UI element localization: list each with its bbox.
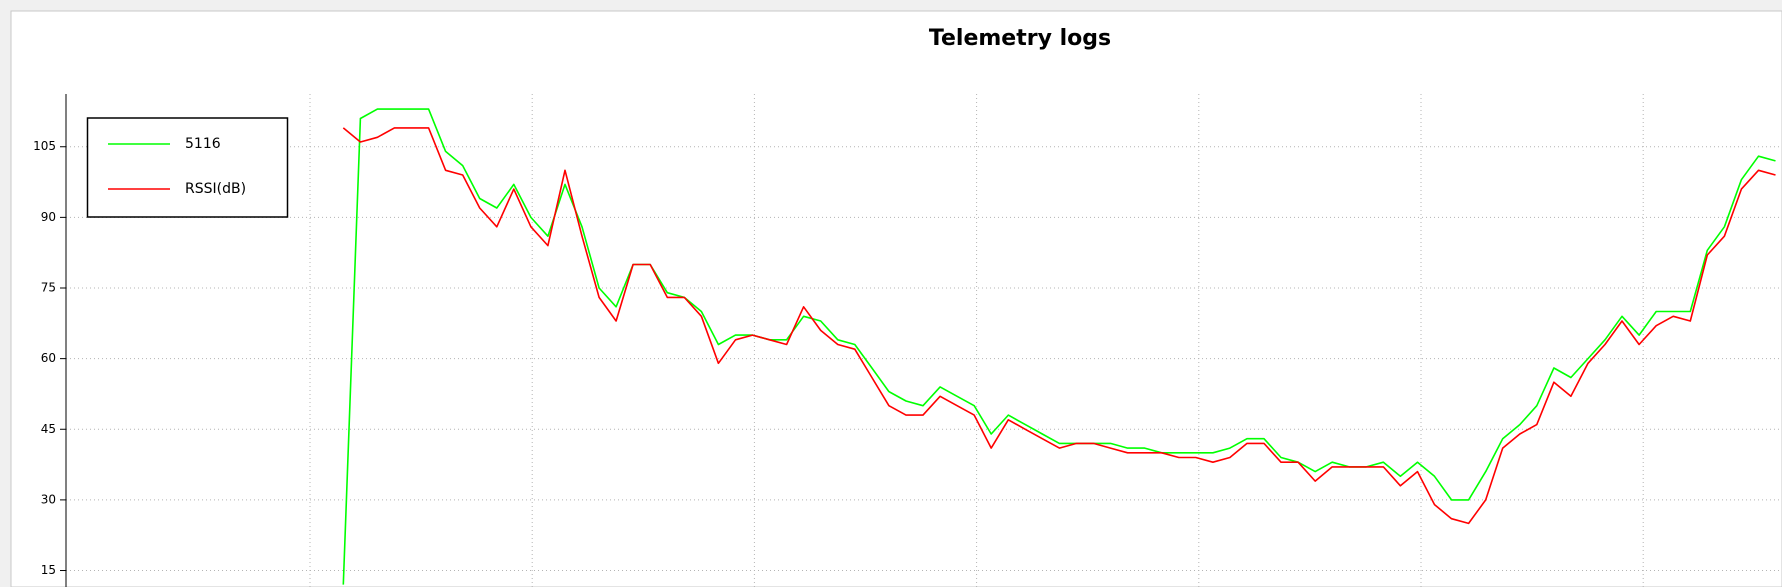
chart-title: Telemetry logs bbox=[929, 26, 1111, 51]
legend-label: RSSI(dB) bbox=[185, 181, 246, 197]
series-line bbox=[342, 127, 1776, 525]
y-tick-label: 75 bbox=[41, 280, 56, 294]
legend-box bbox=[86, 117, 289, 218]
y-tick-label: 105 bbox=[33, 139, 56, 153]
panel bbox=[10, 10, 1782, 587]
y-tick-label: 45 bbox=[41, 422, 56, 436]
y-tick-label: 30 bbox=[41, 492, 56, 506]
series-line bbox=[342, 108, 1776, 585]
y-tick-label: 60 bbox=[41, 351, 56, 365]
y-tick-label: 90 bbox=[41, 210, 56, 224]
y-tick-label: 15 bbox=[41, 563, 56, 577]
legend-label: 5116 bbox=[185, 136, 221, 152]
